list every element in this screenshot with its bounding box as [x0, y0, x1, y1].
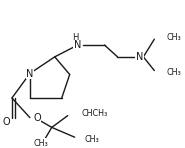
Text: N: N: [136, 52, 143, 62]
Text: CH₃: CH₃: [166, 33, 181, 42]
Text: CHCH₃: CHCH₃: [82, 109, 108, 118]
Text: O: O: [33, 113, 41, 123]
Text: CH₃: CH₃: [166, 68, 181, 77]
Text: N: N: [26, 69, 33, 78]
Text: O: O: [2, 116, 10, 127]
Text: H: H: [73, 33, 79, 42]
Text: CH₃: CH₃: [85, 135, 99, 144]
Text: N: N: [74, 40, 81, 50]
Text: CH₃: CH₃: [33, 139, 48, 148]
